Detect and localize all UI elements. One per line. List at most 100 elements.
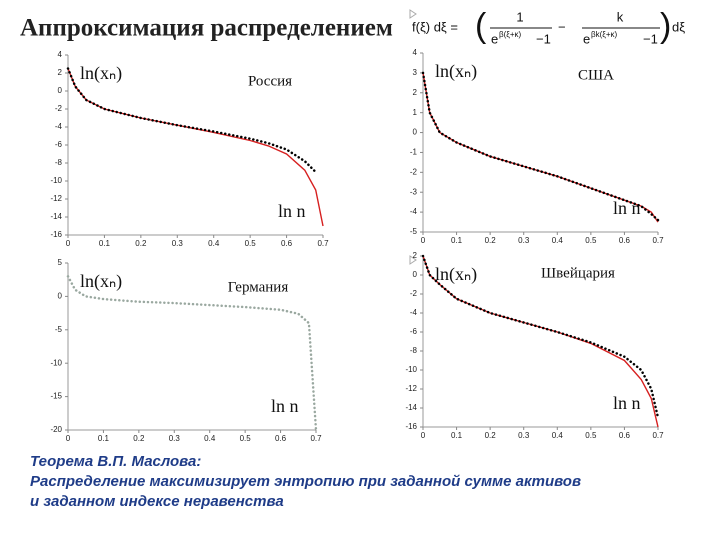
paren: (	[475, 7, 487, 45]
y-tick-label: 0	[58, 292, 63, 301]
x-axis-label: ln n	[613, 393, 641, 413]
y-tick-label: 1	[413, 108, 418, 117]
y-tick-label: -10	[50, 358, 62, 367]
series-line	[66, 67, 317, 174]
bullet	[409, 255, 417, 265]
theorem-line: Распределение максимизирует энтропию при…	[30, 473, 581, 490]
x-tick-label: 0.7	[310, 434, 322, 443]
y-tick-label: 0	[413, 270, 418, 279]
formula-lhs: f(ξ) dξ =	[412, 19, 458, 34]
y-axis-label: ln(xₙ)	[435, 264, 477, 285]
x-tick-label: 0.2	[135, 239, 147, 248]
x-tick-label: 0.2	[485, 431, 497, 440]
x-tick-label: 0.4	[204, 434, 216, 443]
y-tick-label: -4	[55, 122, 63, 131]
x-tick-label: 0.3	[518, 431, 530, 440]
y-tick-label: -6	[55, 140, 63, 149]
y-axis-label: ln(xₙ)	[80, 63, 122, 84]
y-tick-label: -5	[410, 227, 418, 236]
y-tick-label: -3	[410, 187, 418, 196]
bullet	[409, 9, 417, 19]
slide-title: Аппроксимация распределением	[20, 15, 393, 42]
formula-rhs: dξ	[672, 19, 685, 34]
y-tick-label: -10	[405, 365, 417, 374]
y-tick-label: 0	[58, 86, 63, 95]
y-tick-label: -2	[410, 289, 418, 298]
y-tick-label: 2	[413, 251, 418, 260]
y-tick-label: -12	[405, 384, 417, 393]
y-tick-label: 2	[58, 68, 63, 77]
x-tick-label: 0.7	[652, 236, 664, 245]
y-tick-label: -1	[410, 148, 418, 157]
formula-num: k	[617, 9, 624, 24]
theorem-line: Теорема В.П. Маслова:	[30, 453, 201, 470]
x-tick-label: 0	[421, 236, 426, 245]
y-axis-label: ln(xₙ)	[80, 271, 122, 292]
x-tick-label: 0	[66, 239, 71, 248]
chart-title: Россия	[248, 73, 292, 89]
chart-title: Германия	[228, 279, 289, 295]
y-tick-label: 0	[413, 128, 418, 137]
x-tick-label: 0	[66, 434, 71, 443]
y-tick-label: -5	[55, 325, 63, 334]
x-tick-label: 0.5	[240, 434, 252, 443]
formula-exp: βk(ξ+κ)	[591, 30, 618, 39]
formula-den: e	[583, 31, 590, 46]
x-tick-label: 0.3	[169, 434, 181, 443]
formula-den: −1	[536, 31, 551, 46]
chart-title: Швейцария	[541, 265, 615, 281]
y-tick-label: -10	[50, 176, 62, 185]
x-axis-label: ln n	[278, 201, 306, 221]
formula-den: e	[491, 31, 498, 46]
x-tick-label: 0.6	[281, 239, 293, 248]
formula-exp: β(ξ+κ)	[499, 30, 522, 39]
y-tick-label: -15	[50, 392, 62, 401]
series-line	[421, 71, 660, 222]
formula-num: 1	[516, 9, 523, 24]
y-tick-label: -4	[410, 308, 418, 317]
y-tick-label: -16	[50, 230, 62, 239]
formula-den: −1	[643, 31, 658, 46]
chart-title: США	[578, 67, 614, 83]
x-tick-label: 0.4	[552, 431, 564, 440]
y-tick-label: -4	[410, 207, 418, 216]
y-tick-label: 3	[413, 68, 418, 77]
y-tick-label: -8	[410, 346, 418, 355]
x-tick-label: 0.1	[99, 239, 111, 248]
x-tick-label: 0.1	[451, 236, 463, 245]
y-axis-label: ln(xₙ)	[435, 61, 477, 82]
x-tick-label: 0.2	[485, 236, 497, 245]
x-tick-label: 0.6	[619, 236, 631, 245]
formula-minus: −	[558, 19, 566, 34]
y-tick-label: -20	[50, 425, 62, 434]
x-tick-label: 0.6	[619, 431, 631, 440]
formula: f(ξ) dξ = ( 1 e β(ξ+κ) −1 − k e βk(ξ+κ) …	[412, 7, 685, 46]
y-tick-label: 4	[58, 50, 63, 59]
x-axis-label: ln n	[613, 198, 641, 218]
y-tick-label: -6	[410, 327, 418, 336]
x-tick-label: 0.5	[585, 431, 597, 440]
x-tick-label: 0.5	[585, 236, 597, 245]
series-line	[421, 254, 660, 419]
x-tick-label: 0.7	[652, 431, 664, 440]
x-tick-label: 0.2	[133, 434, 145, 443]
series-line	[66, 275, 318, 432]
x-axis-label: ln n	[271, 396, 299, 416]
y-tick-label: -2	[410, 167, 418, 176]
x-tick-label: 0.4	[208, 239, 220, 248]
x-tick-label: 0.7	[317, 239, 329, 248]
x-tick-label: 0.1	[451, 431, 463, 440]
y-tick-label: -8	[55, 158, 63, 167]
y-tick-label: 4	[413, 48, 418, 57]
y-tick-label: -16	[405, 422, 417, 431]
y-tick-label: -2	[55, 104, 63, 113]
y-tick-label: 2	[413, 88, 418, 97]
y-tick-label: -12	[50, 194, 62, 203]
y-tick-label: -14	[405, 403, 417, 412]
x-tick-label: 0.1	[98, 434, 110, 443]
y-tick-label: 5	[58, 258, 63, 267]
y-tick-label: -14	[50, 212, 62, 221]
x-tick-label: 0.3	[172, 239, 184, 248]
x-tick-label: 0.5	[245, 239, 257, 248]
